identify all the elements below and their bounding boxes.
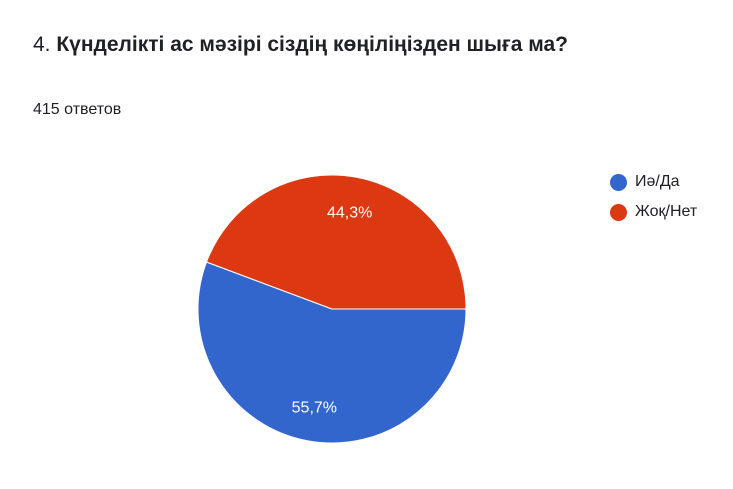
legend-label-no: Жоқ/Нет: [635, 203, 698, 220]
slice-label-yes: 55,7%: [292, 400, 337, 417]
question-number: 4.: [33, 33, 51, 56]
pie-slice-no: [205, 174, 467, 310]
response-count: 415 ответов: [33, 101, 122, 118]
pie-slice-yes: [197, 261, 467, 444]
legend-swatch-yes: [610, 173, 627, 191]
legend-label-yes: Иә/Да: [635, 173, 680, 190]
legend-item-no: Жоқ/Нет: [610, 202, 697, 222]
question-text: Күнделікті ас мәзірі сіздің көңіліңізден…: [56, 33, 568, 56]
chart-legend: Иә/Да Жоқ/Нет: [610, 172, 697, 232]
slice-label-no: 44,3%: [327, 204, 372, 221]
legend-swatch-no: [610, 203, 627, 221]
question-title: 4. Күнделікті ас мәзірі сіздің көңіліңіз…: [33, 31, 568, 59]
legend-item-yes: Иә/Да: [610, 172, 697, 192]
